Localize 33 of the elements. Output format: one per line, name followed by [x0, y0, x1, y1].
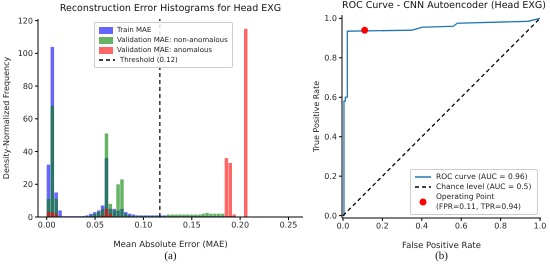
y-tick-label: 20 — [22, 180, 33, 190]
y-tick-label: 40 — [22, 147, 33, 156]
text: (a) — [163, 250, 178, 262]
x-tick-label: 0.20 — [231, 220, 250, 230]
x-tick-label: 1.0 — [534, 222, 546, 231]
y-tick-label: 1.0 — [324, 14, 337, 24]
x-tick-label: 0.8 — [494, 222, 507, 231]
x-tick-label: 0.4 — [415, 222, 428, 231]
y-tick-label: 100 — [18, 49, 33, 58]
y-tick-label: 120 — [18, 16, 33, 26]
chart-title: ROC Curve - CNN Autoencoder (Head EXG) — [342, 0, 546, 11]
x-tick-label: 0.2 — [376, 222, 389, 231]
y-axis-title: Density-Normalized Frequency — [2, 56, 11, 180]
y-tick-label: 0.2 — [324, 172, 337, 182]
x-tick-label: 0.0 — [336, 222, 350, 231]
y-tick-label: 0.6 — [324, 93, 337, 102]
x-axis-title: False Positive Rate — [402, 241, 481, 251]
x-tick-label: 0.05 — [86, 220, 104, 230]
y-tick-label: 0.0 — [324, 211, 337, 220]
y-tick-label: 0.8 — [324, 54, 337, 63]
y-axis-title: True Positive Rate — [312, 80, 321, 154]
y-tick-label: 80 — [22, 82, 33, 91]
x-tick-label: 0.10 — [134, 220, 152, 230]
x-axis-title: Mean Absolute Error (MAE) — [113, 240, 228, 250]
x-tick-label: 0.25 — [280, 220, 298, 230]
y-tick-label: 60 — [22, 114, 33, 124]
chart-title: Reconstruction Error Histograms for Head EXG — [58, 3, 282, 14]
y-tick-label: 0.4 — [324, 132, 337, 142]
text: (b) — [434, 250, 449, 262]
x-tick-label: 0.15 — [182, 220, 201, 230]
y-tick-label: 0 — [28, 212, 33, 222]
x-tick-label: 0.00 — [38, 220, 56, 230]
x-tick-label: 0.6 — [454, 222, 468, 231]
